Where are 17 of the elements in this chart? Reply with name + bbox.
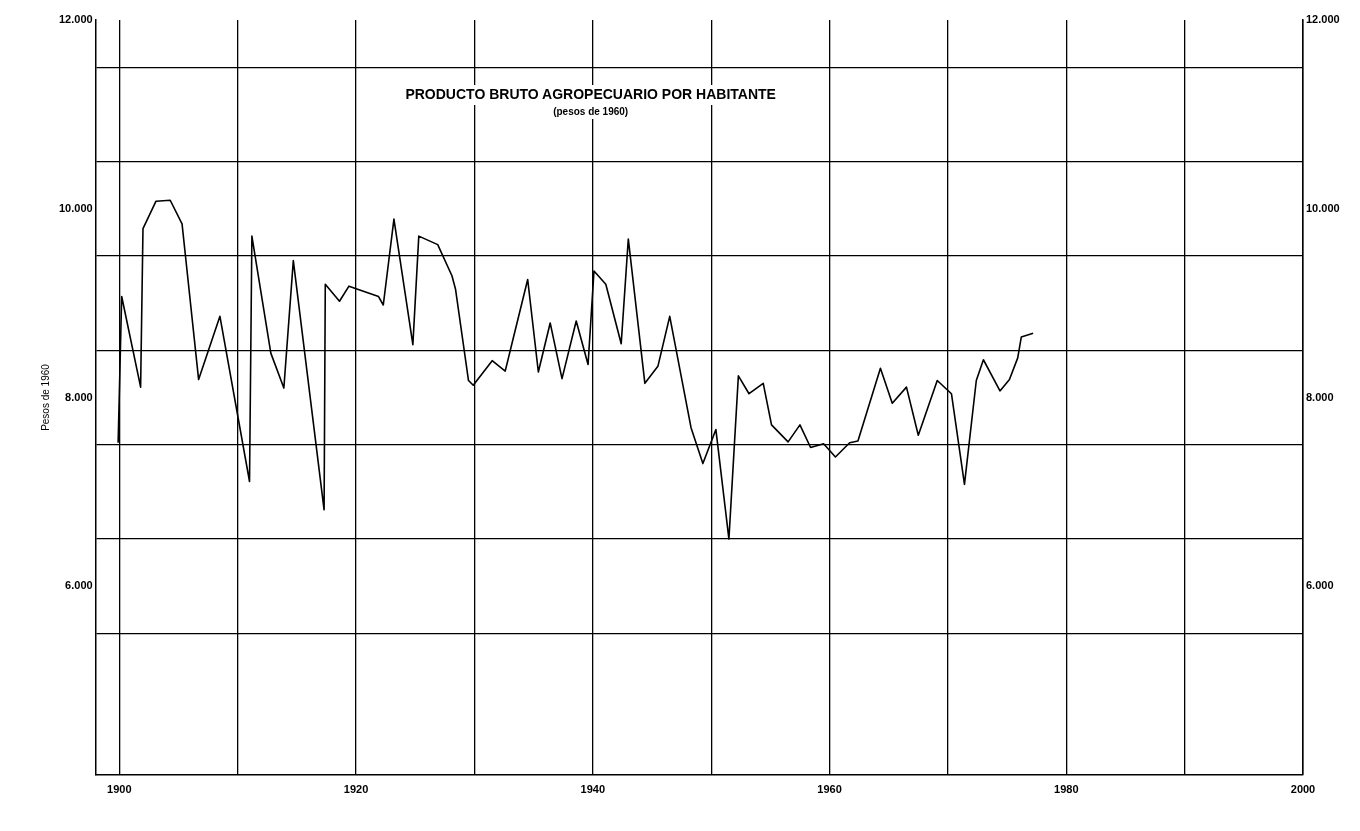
y-tick-label: 6.000 bbox=[65, 579, 93, 592]
y-tick-label: 10.000 bbox=[58, 201, 93, 214]
text: (pesos de 1960) bbox=[553, 105, 629, 117]
y2-tick-label: 12.000 bbox=[1306, 13, 1340, 26]
y2-tick-label: 10.000 bbox=[1306, 201, 1340, 214]
x-tick-label: 1980 bbox=[1054, 782, 1079, 795]
y2-tick-label: 8.000 bbox=[1306, 390, 1334, 403]
y-tick-label: 12.000 bbox=[58, 13, 93, 26]
y-tick-label: 8.000 bbox=[65, 390, 93, 403]
x-tick-label: 1920 bbox=[343, 782, 369, 795]
y-axis-title: Pesos de 1960 bbox=[39, 363, 51, 431]
y2-tick-label: 6.000 bbox=[1306, 579, 1334, 592]
x-tick-label: 1940 bbox=[580, 782, 606, 795]
x-tick-label: 1960 bbox=[817, 782, 842, 795]
x-tick-label: 1900 bbox=[107, 782, 132, 795]
text: PRODUCTO BRUTO AGROPECUARIO POR HABITANTE bbox=[405, 85, 776, 102]
x-tick-label: 2000 bbox=[1290, 782, 1316, 795]
